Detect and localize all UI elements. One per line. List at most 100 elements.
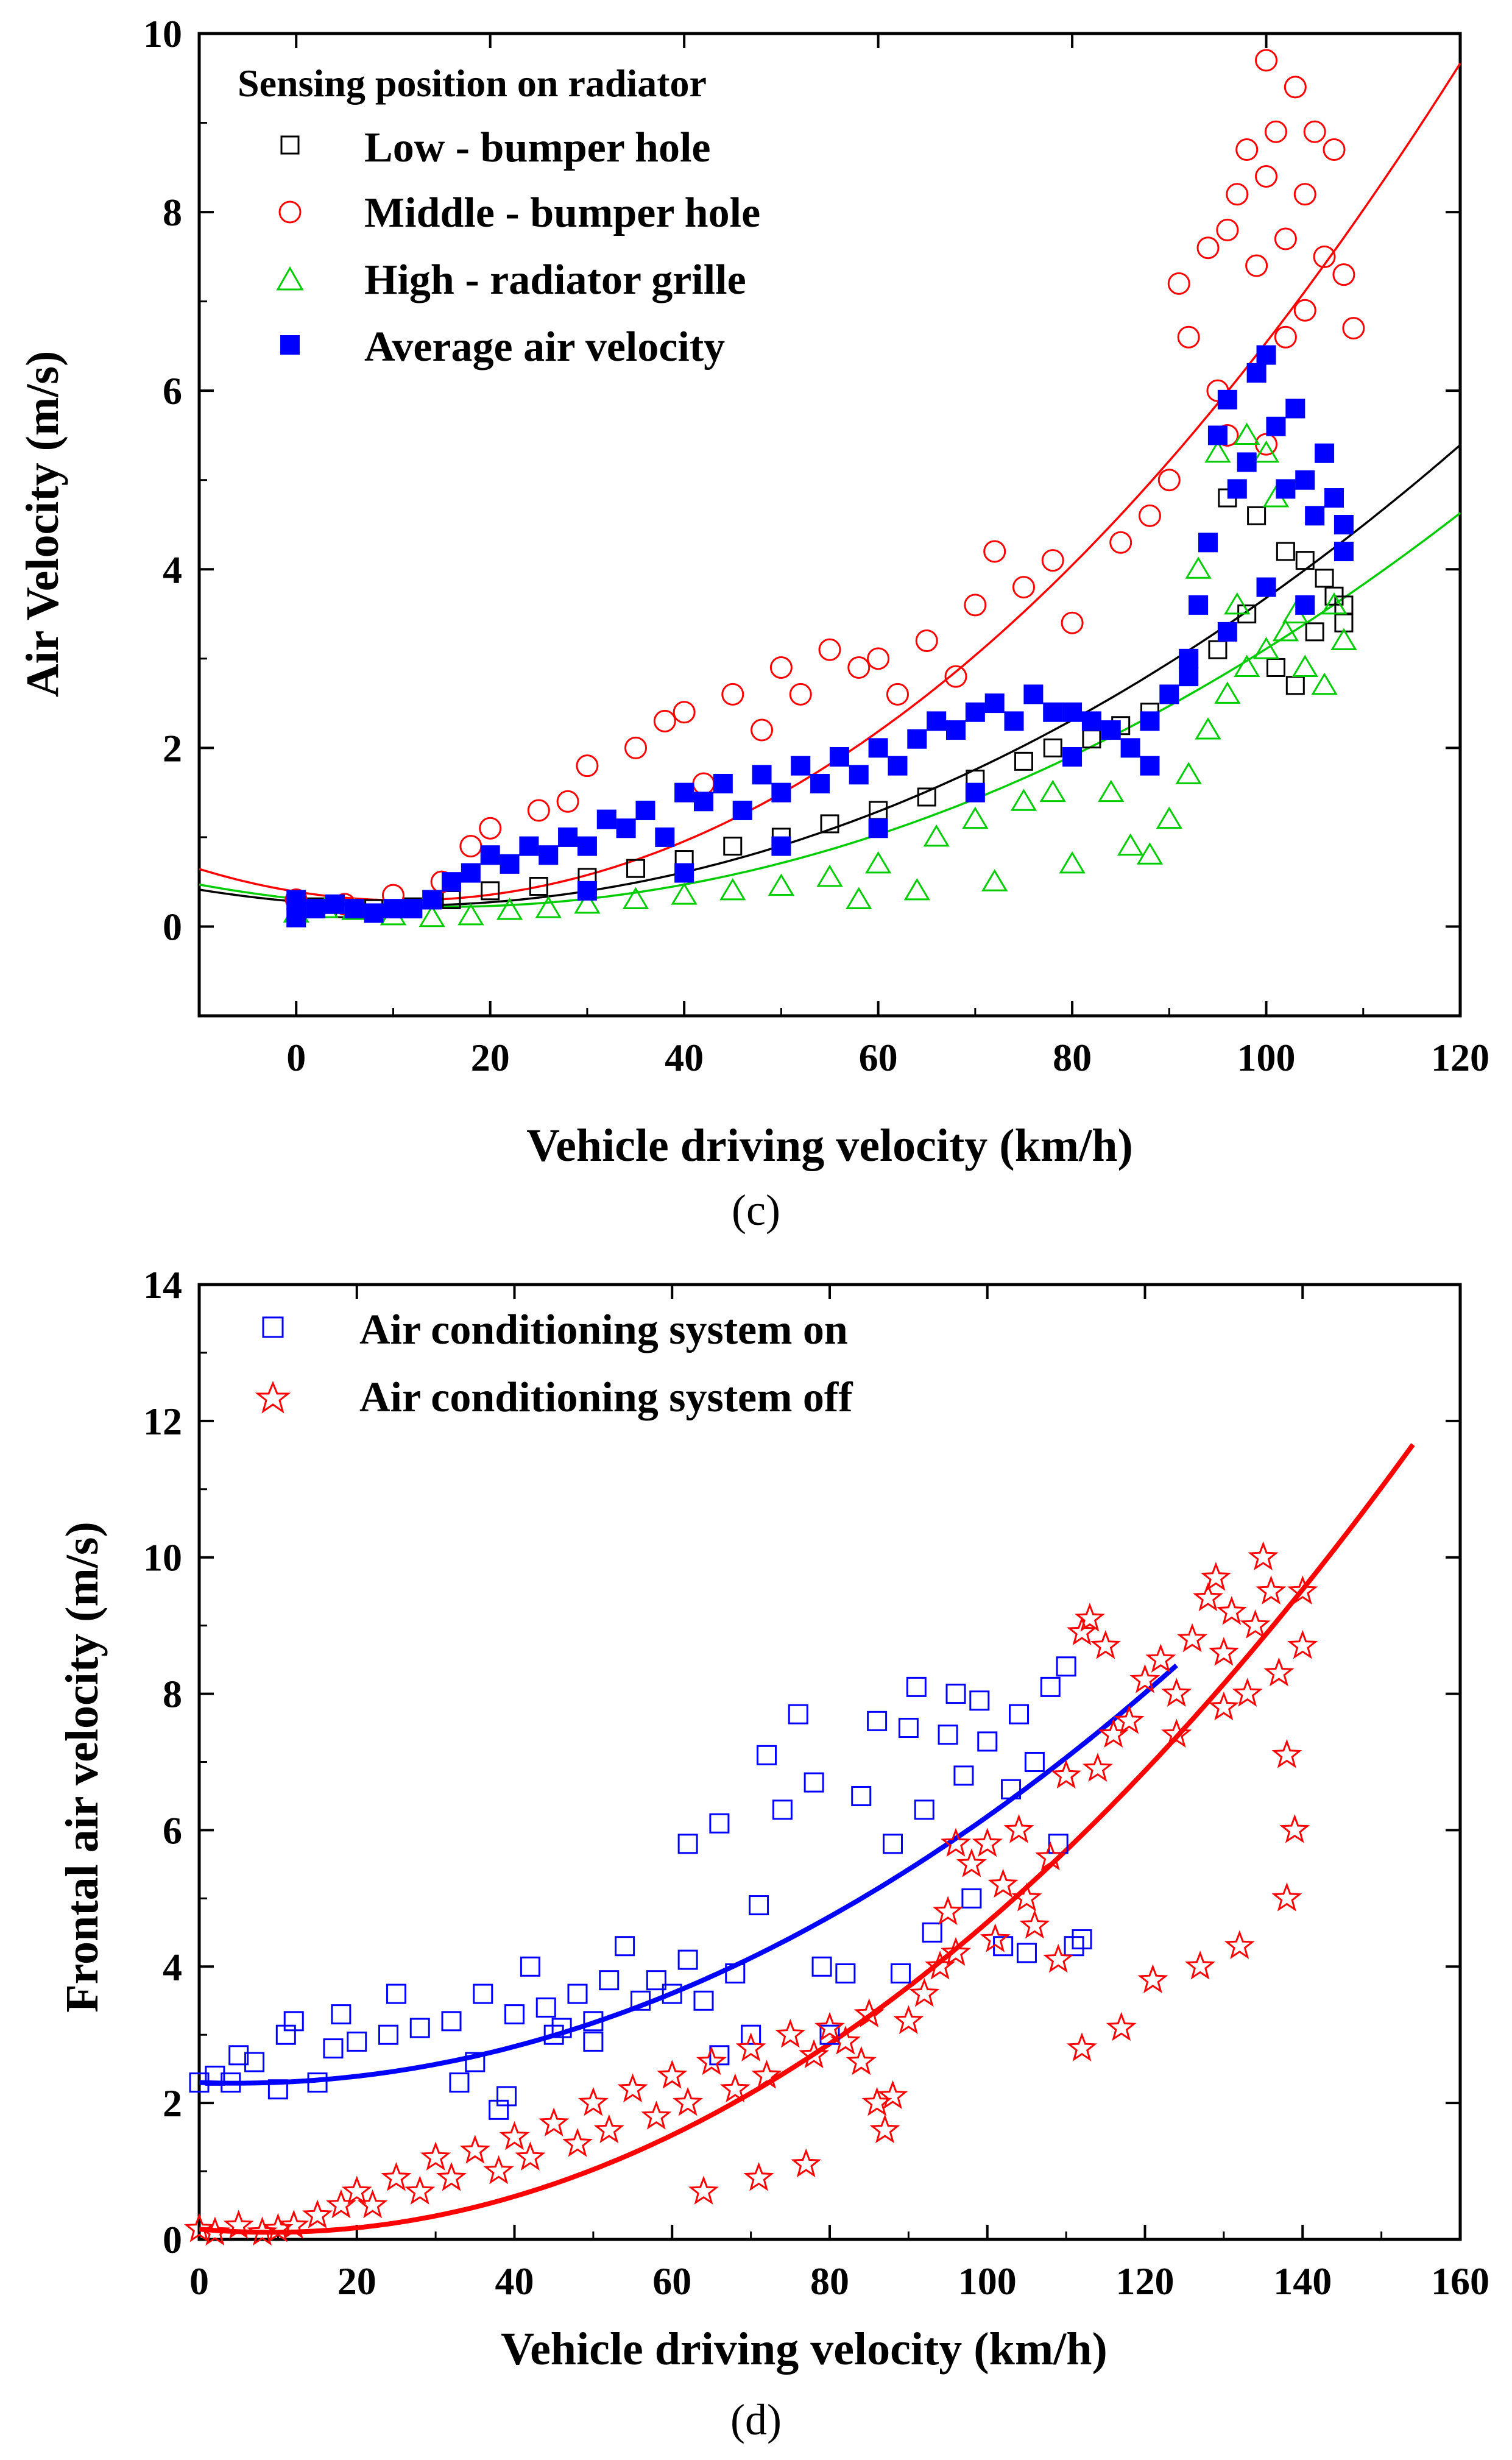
c-legend-title: Sensing position on radiator xyxy=(238,62,707,105)
x-tick-label: 100 xyxy=(958,2260,1017,2303)
data-point xyxy=(981,869,1008,891)
data-point xyxy=(567,1983,588,2004)
data-point xyxy=(907,729,927,749)
data-point xyxy=(1177,1623,1208,1653)
data-point xyxy=(1315,569,1334,588)
y-tick-label: 10 xyxy=(143,1536,182,1579)
data-point xyxy=(420,2141,451,2171)
data-point xyxy=(615,1936,635,1957)
data-point xyxy=(752,765,772,785)
data-point xyxy=(1056,1656,1076,1677)
data-point xyxy=(662,1983,682,2004)
data-point xyxy=(965,782,985,803)
data-point xyxy=(923,824,950,847)
data-point xyxy=(1024,1752,1045,1772)
data-point xyxy=(1247,506,1266,525)
data-point xyxy=(1167,272,1190,295)
data-point xyxy=(1136,842,1164,865)
data-point xyxy=(1098,779,1125,803)
data-point xyxy=(1342,317,1365,340)
data-point xyxy=(515,2141,546,2171)
data-point xyxy=(1004,711,1024,731)
data-point xyxy=(558,827,578,847)
data-point xyxy=(441,2011,462,2032)
data-point xyxy=(1140,756,1160,776)
data-point xyxy=(286,907,306,927)
data-point xyxy=(1200,1562,1231,1591)
data-point xyxy=(221,2072,241,2093)
data-point xyxy=(535,1997,556,2018)
data-point xyxy=(721,682,744,706)
data-point xyxy=(709,2045,730,2066)
data-point xyxy=(1330,628,1357,651)
c-legend-label-average: Average air velocity xyxy=(364,324,725,370)
data-point xyxy=(1035,1841,1066,1871)
data-point xyxy=(1129,1664,1160,1693)
data-point xyxy=(307,2072,328,2093)
d-legend-marker-on xyxy=(262,1316,284,1338)
data-point xyxy=(1224,592,1251,615)
x-tick-label: 40 xyxy=(495,2260,534,2303)
data-point xyxy=(1043,1943,1074,1973)
data-point xyxy=(1072,1929,1092,1950)
data-point xyxy=(1284,76,1307,99)
x-tick-label: 20 xyxy=(471,1036,510,1079)
c-panel-label: (c) xyxy=(732,1186,780,1235)
c-legend: Sensing position on radiator Low - bumpe… xyxy=(238,62,760,370)
data-point xyxy=(1232,1678,1263,1707)
data-point xyxy=(562,2128,593,2157)
data-point xyxy=(593,2114,624,2144)
data-point xyxy=(693,1990,714,2011)
data-point xyxy=(688,2175,719,2205)
data-point xyxy=(1285,399,1305,419)
data-point xyxy=(480,845,500,865)
data-point xyxy=(1179,667,1199,687)
data-point xyxy=(1062,702,1083,722)
data-point xyxy=(696,2046,727,2075)
data-point xyxy=(1001,1779,1022,1799)
data-point xyxy=(631,1990,651,2011)
data-point xyxy=(283,2011,304,2032)
y-tick-label: 0 xyxy=(163,905,182,948)
data-point xyxy=(719,877,746,901)
data-point xyxy=(771,836,791,856)
data-point xyxy=(1216,218,1239,241)
data-point xyxy=(1227,479,1247,499)
data-point xyxy=(419,904,445,927)
c-legend-label-low: Low - bumper hole xyxy=(364,124,710,171)
y-tick-label: 10 xyxy=(143,12,182,55)
data-point xyxy=(903,877,930,901)
y-tick-label: 4 xyxy=(163,548,182,591)
data-point xyxy=(624,736,648,759)
data-point xyxy=(1011,1882,1042,1912)
data-point xyxy=(735,2032,766,2061)
data-point xyxy=(1217,389,1237,409)
data-point xyxy=(743,2162,774,2191)
data-point xyxy=(1161,1678,1192,1707)
data-point xyxy=(1043,702,1063,722)
data-point xyxy=(1016,1943,1037,1963)
data-point xyxy=(205,2065,225,2086)
data-point xyxy=(1208,1637,1239,1666)
data-point xyxy=(1090,1629,1121,1659)
data-point xyxy=(757,1745,777,1765)
data-point xyxy=(306,899,326,919)
data-point xyxy=(1064,1936,1084,1957)
data-point xyxy=(674,863,694,883)
c-legend-marker-middle xyxy=(278,200,302,224)
data-point xyxy=(814,2012,845,2041)
data-point xyxy=(1106,2012,1137,2041)
data-point xyxy=(1264,120,1287,143)
data-point xyxy=(247,2216,278,2246)
data-point xyxy=(849,765,869,785)
data-point xyxy=(574,891,601,914)
d-ticks: 0 20 40 60 80 100 120 140 160 0 2 4 6 8 10 12 14 xyxy=(143,1263,1489,2303)
data-point xyxy=(888,756,908,776)
d-legend-label-on: Air conditioning system on xyxy=(359,1306,848,1353)
x-tick-label: 60 xyxy=(859,1036,898,1079)
x-tick-label: 160 xyxy=(1431,2260,1489,2303)
data-point xyxy=(1255,49,1278,72)
data-point xyxy=(1279,1814,1310,1843)
data-point xyxy=(278,2210,309,2239)
y-tick-label: 6 xyxy=(163,1809,182,1852)
